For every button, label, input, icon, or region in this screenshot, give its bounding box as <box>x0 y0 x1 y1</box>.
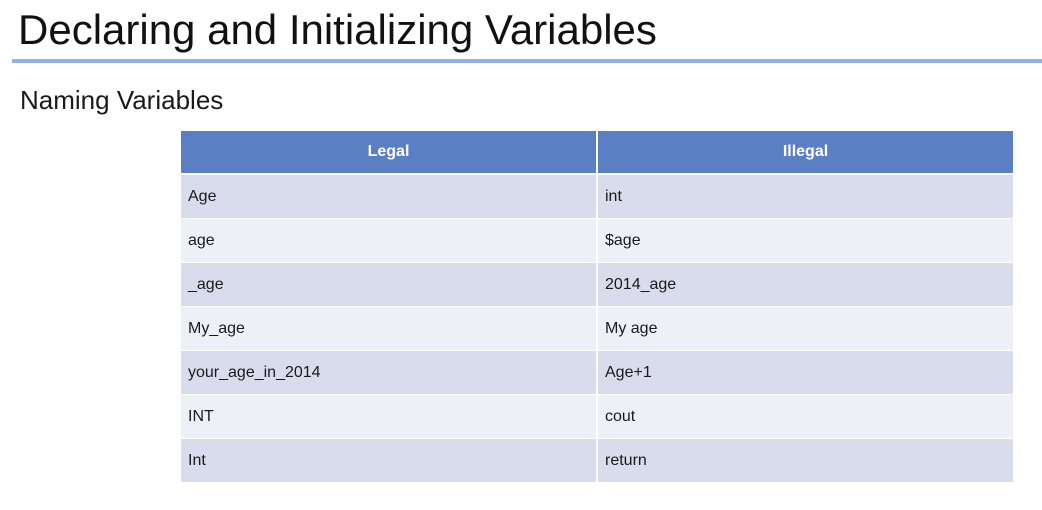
legal-cell: Age <box>181 173 598 219</box>
table-row: Age int <box>181 173 1013 219</box>
slide-title: Declaring and Initializing Variables <box>18 6 657 53</box>
slide-subtitle: Naming Variables <box>20 85 224 115</box>
column-header-illegal: Illegal <box>597 131 1013 175</box>
illegal-cell: My age <box>597 306 1013 351</box>
illegal-cell: cout <box>597 394 1013 439</box>
legal-cell: My_age <box>181 306 598 351</box>
table-row: age $age <box>181 218 1013 263</box>
title-divider <box>12 59 1042 63</box>
legal-cell: _age <box>181 262 598 307</box>
legal-cell: Int <box>181 438 598 482</box>
table-row: Int return <box>181 438 1013 482</box>
illegal-cell: 2014_age <box>597 262 1013 307</box>
legal-cell: your_age_in_2014 <box>181 350 598 395</box>
table-header-row: Legal Illegal <box>181 131 1013 175</box>
table-row: INT cout <box>181 394 1013 439</box>
legal-cell: INT <box>181 394 598 439</box>
illegal-cell: int <box>597 173 1013 219</box>
table-row: _age 2014_age <box>181 262 1013 307</box>
legal-cell: age <box>181 218 598 263</box>
illegal-cell: Age+1 <box>597 350 1013 395</box>
illegal-cell: return <box>597 438 1013 482</box>
illegal-cell: $age <box>597 218 1013 263</box>
variable-names-table: Legal Illegal Age int age $age _age 2014… <box>181 131 1013 482</box>
column-header-legal: Legal <box>181 131 598 175</box>
table-row: My_age My age <box>181 306 1013 351</box>
table-row: your_age_in_2014 Age+1 <box>181 350 1013 395</box>
